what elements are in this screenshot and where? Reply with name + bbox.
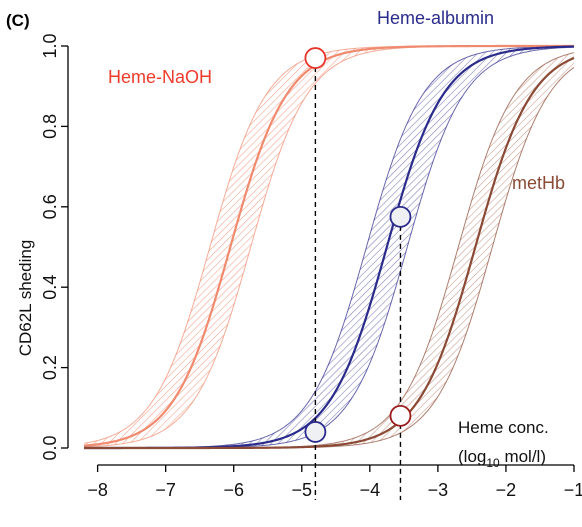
x-tick-label: −2 — [496, 480, 517, 500]
x-tick-label: −1 — [564, 480, 582, 500]
data-markers — [304, 47, 412, 443]
y-axis-label: CD62L sheding — [16, 240, 35, 357]
marker-methb — [389, 404, 412, 427]
reference-lines — [314, 58, 402, 500]
band-heme-naoh — [84, 46, 574, 447]
confidence-bands — [83, 45, 575, 449]
marker-heme-albumin-1 — [389, 205, 412, 228]
y-ticks: 0.0 0.2 0.4 0.6 0.8 1.0 — [40, 33, 68, 461]
x-ticks: −8 −7 −6 −5 −4 −3 −2 −1 — [87, 465, 582, 500]
x-tick-label: −4 — [360, 480, 381, 500]
marker-heme-albumin-0 — [304, 421, 327, 443]
y-tick-label: 0.4 — [40, 275, 60, 300]
annotation-line-2: (log10 mol/l) — [458, 447, 546, 470]
axes — [67, 46, 574, 466]
x-tick-label: −3 — [428, 480, 449, 500]
annotation-suffix: mol/l) — [500, 447, 546, 466]
y-tick-label: 0.2 — [40, 355, 60, 380]
annotation-line-1: Heme conc. — [458, 418, 549, 437]
panel-label: (C) — [6, 11, 30, 30]
x-tick-label: −7 — [155, 480, 176, 500]
band-methb — [84, 52, 574, 449]
annotation-prefix: (log — [458, 447, 486, 466]
y-tick-label: 0.6 — [40, 194, 60, 219]
series-label-heme-albumin: Heme-albumin — [377, 8, 494, 28]
band-heme-albumin — [84, 46, 574, 449]
series-label-methb: metHb — [512, 173, 565, 193]
series-label-heme-naoh: Heme-NaOH — [108, 67, 212, 87]
x-tick-label: −5 — [292, 480, 313, 500]
curve-heme-naoh — [83, 44, 574, 447]
y-tick-label: 0.8 — [40, 114, 60, 139]
y-tick-label: 1.0 — [40, 33, 60, 58]
x-tick-label: −8 — [87, 480, 108, 500]
marker-heme-naoh — [304, 47, 327, 69]
y-tick-label: 0.0 — [40, 435, 60, 460]
fit-curves — [83, 44, 575, 450]
curve-methb — [84, 56, 575, 450]
annotation-subscript: 10 — [486, 456, 500, 470]
x-tick-label: −6 — [223, 480, 244, 500]
